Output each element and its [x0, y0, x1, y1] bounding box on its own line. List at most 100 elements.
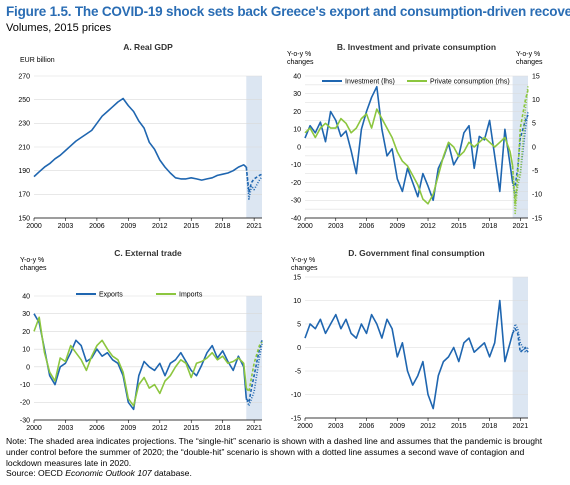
x-tick-label: 2009	[389, 423, 405, 430]
y-right-tick-label: 15	[532, 73, 540, 80]
x-tick-label: 2009	[121, 425, 137, 432]
series-line-main-dashed	[511, 327, 529, 354]
x-tick-label: 2012	[420, 423, 436, 430]
x-tick-label: 2012	[152, 223, 168, 230]
y-right-tick-label: -15	[532, 215, 542, 222]
x-tick-label: 2021	[513, 423, 529, 430]
x-tick-label: 2012	[152, 425, 168, 432]
y-tick-label: 190	[18, 168, 30, 175]
x-tick-label: 2003	[328, 223, 344, 230]
x-tick-label: 2000	[297, 223, 313, 230]
legend: Investment (lhs) Private consumption (rhs…	[322, 79, 510, 86]
y-axis-unit-label: changes	[20, 265, 47, 272]
x-tick-label: 2018	[482, 423, 498, 430]
note-text: Note: The shaded area indicates projecti…	[6, 436, 543, 468]
y-tick-label: -5	[295, 368, 301, 375]
y-tick-label: 0	[297, 144, 301, 151]
y-axis-unit-label: changes	[291, 265, 318, 272]
x-tick-label: 2006	[89, 223, 105, 230]
y-tick-label: 40	[22, 293, 30, 300]
chart-panel-c: -30 -20 -10 0 10 20 30 40 2000 2003 2006 2009 2012 20…	[20, 248, 263, 432]
x-tick-label: 2021	[513, 223, 529, 230]
chart-title: B. Investment and private consumption	[337, 42, 496, 52]
series-line-investment-lhs	[304, 85, 514, 202]
series-line-exports	[33, 313, 248, 411]
y-tick-label: -20	[291, 180, 301, 187]
y-tick-label: 5	[297, 321, 301, 328]
x-tick-label: 2015	[183, 425, 199, 432]
series-line-main-dotted	[511, 323, 529, 354]
y-tick-label: -20	[20, 400, 30, 407]
legend-label: Investment (lhs)	[345, 79, 395, 86]
y-tick-label: 170	[18, 192, 30, 199]
y-right-tick-label: -5	[532, 168, 538, 175]
x-tick-label: 2003	[58, 223, 74, 230]
chart-title: C. External trade	[114, 248, 182, 258]
x-tick-label: 2021	[246, 425, 262, 432]
y-right-tick-label: 5	[532, 121, 536, 128]
y-right-tick-label: 10	[532, 97, 540, 104]
figure-notes: Note: The shaded area indicates projecti…	[6, 436, 562, 479]
series-line-private-consumption-rhs-dotted	[511, 85, 529, 215]
y-tick-label: 10	[293, 298, 301, 305]
figure-subtitle: Volumes, 2015 prices	[6, 22, 112, 34]
legend-label: Private consumption (rhs)	[430, 79, 510, 86]
y-tick-label: 40	[293, 73, 301, 80]
series-line-investment-lhs-dashed	[511, 114, 529, 187]
series-line-main-dotted	[245, 167, 263, 200]
chart-title: D. Government final consumption	[348, 248, 484, 258]
y-tick-label: 10	[293, 127, 301, 134]
y-axis-unit-label: changes	[287, 59, 314, 66]
series-line-private-consumption-rhs	[304, 108, 514, 205]
source-text: Source: OECD Economic Outlook 107 databa…	[6, 468, 562, 479]
x-tick-label: 2003	[58, 425, 74, 432]
x-tick-label: 2015	[451, 223, 467, 230]
y-tick-label: -30	[291, 198, 301, 205]
series-line-exports-dashed	[245, 340, 263, 404]
y-tick-label: -40	[291, 215, 301, 222]
x-tick-label: 2006	[89, 425, 105, 432]
source-suffix: database.	[151, 468, 192, 479]
x-tick-label: 2009	[121, 223, 137, 230]
chart-panel-d: -15 -10 -5 0 5 10 15 2000 2003 2006 2009 2012 2015 20…	[291, 248, 529, 430]
y-tick-label: 20	[293, 109, 301, 116]
x-tick-label: 2012	[420, 223, 436, 230]
y-tick-label: 210	[18, 144, 30, 151]
y-right-tick-label: -10	[532, 192, 542, 199]
y-tick-label: 230	[18, 121, 30, 128]
y-tick-label: 150	[18, 215, 30, 222]
x-tick-label: 2018	[482, 223, 498, 230]
figure-title: Figure 1.5. The COVID-19 shock sets back…	[6, 4, 570, 19]
y-tick-label: 270	[18, 73, 30, 80]
x-tick-label: 2006	[359, 423, 375, 430]
y-tick-label: 15	[293, 274, 301, 281]
chart-panel-b: -40 -30 -20 -10 0 10 20 30 40 -15 -10 -5 0 5 10 15 2000 2…	[287, 42, 543, 230]
x-tick-label: 2000	[26, 223, 42, 230]
y-tick-label: 20	[22, 329, 30, 336]
y-right-tick-label: 0	[532, 144, 536, 151]
x-tick-label: 2003	[328, 423, 344, 430]
legend-label: Exports	[99, 292, 123, 299]
y-tick-label: -15	[291, 415, 301, 422]
series-line-imports	[33, 316, 248, 407]
y-axis-unit-label: Y-o-y %	[287, 51, 311, 58]
y-right-axis-unit-label: Y-o-y %	[516, 51, 540, 58]
series-line-main	[33, 97, 247, 181]
x-tick-label: 2018	[215, 223, 231, 230]
y-tick-label: 30	[293, 91, 301, 98]
y-axis-unit-label: EUR billion	[20, 57, 55, 64]
y-tick-label: -10	[20, 382, 30, 389]
series-line-imports-dashed	[245, 341, 263, 393]
y-tick-label: 0	[297, 345, 301, 352]
y-axis-unit-label: Y-o-y %	[20, 257, 44, 264]
source-italic: Economic Outlook 107	[65, 468, 152, 479]
x-tick-label: 2018	[215, 425, 231, 432]
y-tick-label: -10	[291, 162, 301, 169]
y-tick-label: -10	[291, 392, 301, 399]
x-tick-label: 2021	[246, 223, 262, 230]
chart-title: A. Real GDP	[123, 42, 173, 52]
x-tick-label: 2000	[297, 423, 313, 430]
chart-panel-a: 150 170 190 210 230 250 270 2000 2003 2006 2009 201…	[18, 42, 263, 230]
x-tick-label: 2015	[183, 223, 199, 230]
